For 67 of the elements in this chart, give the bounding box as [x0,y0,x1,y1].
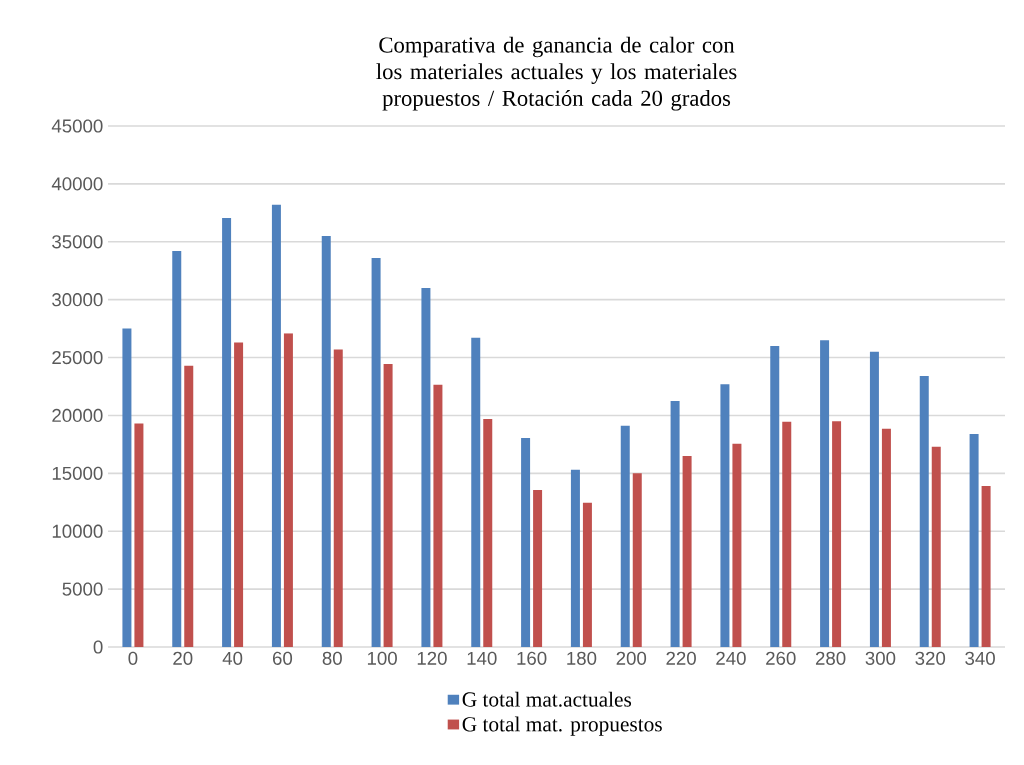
x-tick-label: 300 [865,651,896,665]
bar [234,342,244,647]
legend-label: G total mat. propuestos [462,716,662,736]
bar [433,384,443,647]
y-tick-label: 45000 [51,119,103,133]
bar [732,443,742,647]
bar [570,469,580,647]
bar [533,490,543,647]
x-tick-label: 200 [616,651,647,665]
bar [931,446,941,647]
bar [333,349,343,647]
bar [321,235,331,647]
bar [521,438,531,647]
bar [184,365,194,647]
bar [271,204,281,647]
y-tick-label: 30000 [52,293,103,307]
y-tick-label: 35000 [52,235,103,249]
x-tick-label: 260 [766,651,796,665]
bar [820,340,830,647]
bar [371,257,381,647]
chart-title: Comparativa de ganancia de calor con los materiales actuales y los materiales propuestos / Rotación cada 20 grados [376,36,737,111]
bar [582,502,592,647]
y-tick-label: 15000 [52,466,103,480]
x-tick-label: 80 [322,651,342,665]
bar [172,251,182,647]
x-tick-label: 20 [173,651,193,665]
bar [122,328,132,647]
bar [670,400,680,647]
bar [383,363,393,647]
bar [283,333,293,647]
bar [782,421,792,647]
x-tick-label: 320 [915,651,946,665]
x-tick-label: 340 [965,651,995,665]
bar [919,376,929,647]
bar [471,337,481,647]
legend-label: G total mat.actuales [462,691,632,707]
bar [869,351,879,647]
x-tick-label: 120 [417,651,447,665]
bar [421,288,431,647]
bar [222,218,232,647]
x-tick-label: 280 [815,651,846,665]
bar [620,425,630,647]
bar [134,423,144,647]
x-tick-label: 180 [567,651,597,665]
bar [832,421,842,647]
bar [632,473,642,647]
y-tick-label: 5000 [62,582,103,596]
y-tick-label: 10000 [52,524,103,538]
x-tick-label: 160 [517,651,547,665]
y-tick-label: 0 [93,640,103,654]
bar [981,486,991,647]
y-tick-label: 25000 [52,350,103,365]
bar [483,418,493,647]
x-tick-label: 240 [716,651,746,665]
bar [770,345,780,647]
bar [969,433,979,647]
x-tick-label: 140 [467,651,497,665]
x-tick-label: 60 [272,651,293,665]
x-tick-label: 40 [222,651,243,665]
bar [881,428,891,647]
bar [720,384,730,647]
x-tick-label: 220 [666,651,696,665]
bar [682,455,692,647]
x-tick-label: 100 [367,651,397,665]
x-tick-label: 0 [128,651,138,665]
y-tick-label: 20000 [52,408,103,423]
y-tick-label: 40000 [51,177,103,191]
